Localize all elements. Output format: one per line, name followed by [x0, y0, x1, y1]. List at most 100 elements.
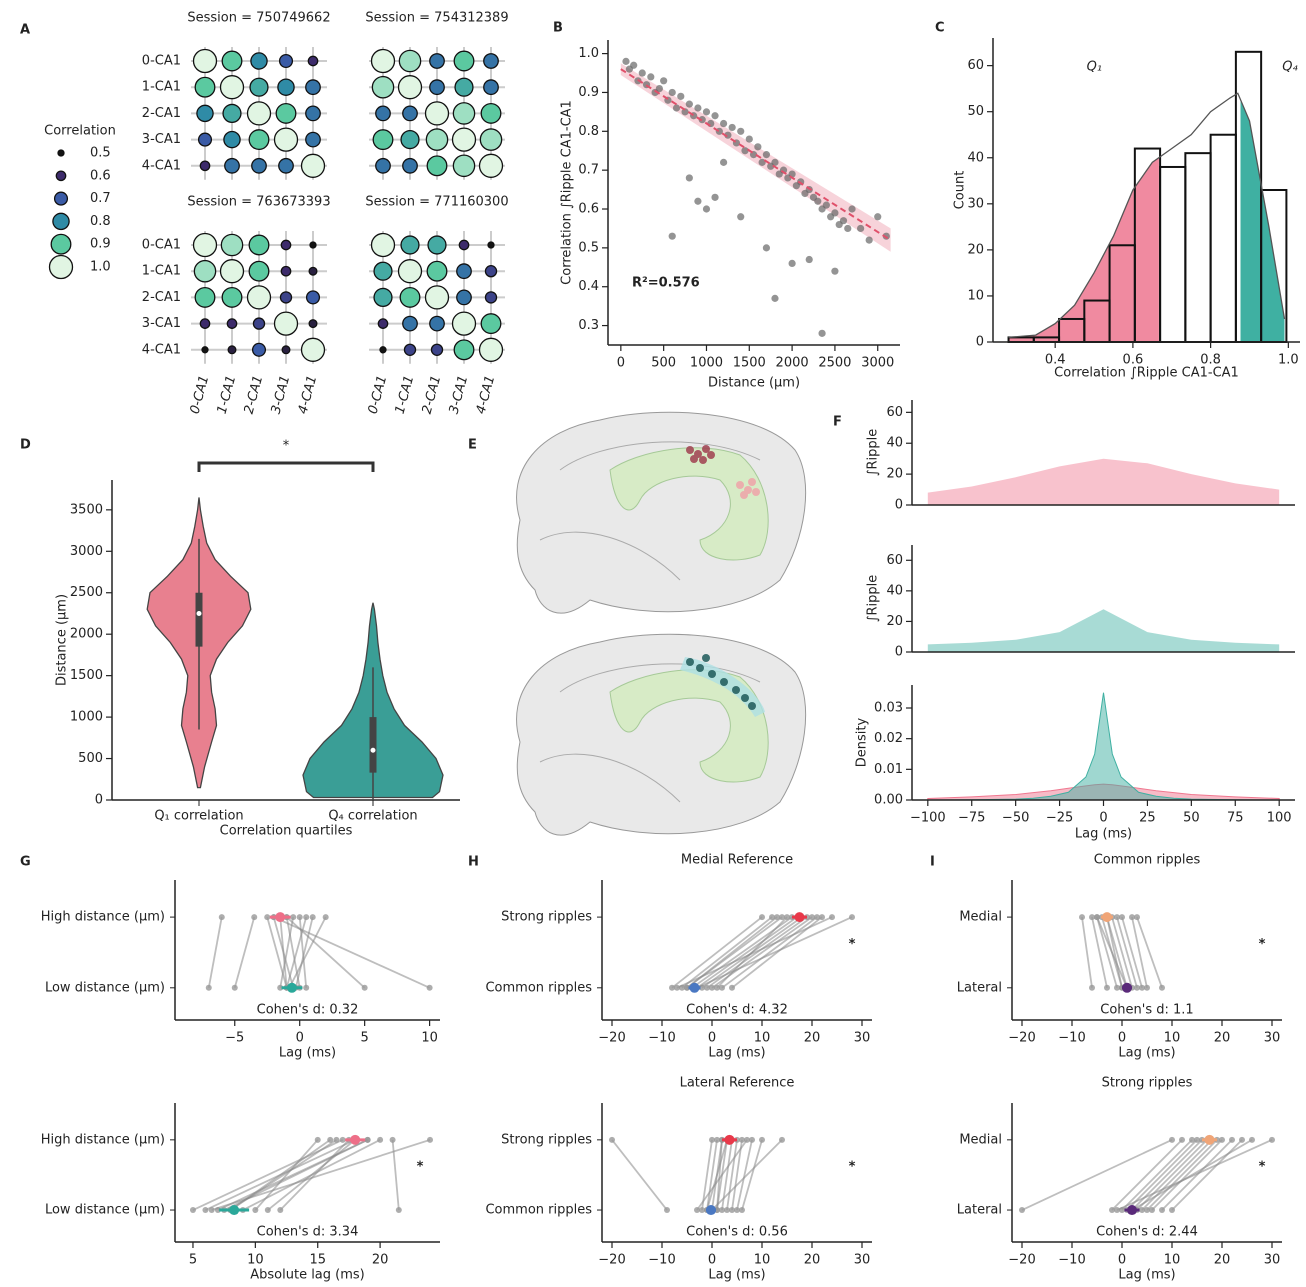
- mean-point: [275, 912, 286, 923]
- pair-line: [285, 916, 301, 988]
- panel-label: A: [20, 23, 30, 38]
- corr-dot: [252, 317, 266, 330]
- point: [685, 100, 693, 108]
- corr-dot: [308, 319, 318, 329]
- legend-label: 0.9: [90, 237, 111, 252]
- pair-line: [1136, 1139, 1208, 1211]
- x-tick-label: 10: [1164, 1253, 1181, 1268]
- y-tick-label: 0.8: [578, 124, 599, 139]
- point: [630, 61, 638, 69]
- corr-dot: [399, 286, 421, 308]
- pair-point: [309, 914, 316, 921]
- corr-dot: [429, 315, 445, 332]
- corr-dot: [426, 155, 448, 177]
- point: [702, 108, 711, 116]
- y-tick-label: 1000: [70, 710, 103, 725]
- point: [638, 69, 646, 77]
- x-tick-label: −10: [1058, 1031, 1085, 1046]
- row-label: 1-CA1: [142, 264, 181, 279]
- y-tick-label: 0.6: [578, 202, 599, 217]
- category-label: Low distance (µm): [45, 1203, 165, 1218]
- pair-line: [1136, 916, 1163, 989]
- mean-point: [286, 982, 297, 993]
- bar: [1184, 152, 1212, 343]
- pair-line: [1021, 1139, 1173, 1211]
- pair-line: [1151, 1139, 1223, 1211]
- y-tick-label: 30: [967, 196, 984, 211]
- pair-line: [279, 917, 288, 988]
- row-label: 1-CA1: [142, 80, 181, 95]
- pair-line: [1121, 916, 1143, 989]
- corr-dot: [479, 128, 503, 151]
- point: [711, 193, 719, 201]
- corr-dot: [309, 241, 317, 249]
- pair-point: [719, 984, 725, 991]
- corr-dot: [375, 157, 391, 174]
- corr-dot: [484, 291, 498, 304]
- effect-size: Cohen's d: 4.32: [686, 1003, 788, 1018]
- x-tick-label: 10: [421, 1031, 438, 1046]
- legend-label: 0.7: [90, 191, 111, 206]
- row-label: 4-CA1: [142, 342, 181, 357]
- corr-dot: [192, 232, 218, 258]
- panel-label: B: [553, 21, 563, 36]
- mean-point: [706, 1205, 716, 1216]
- pair-point: [1079, 914, 1085, 921]
- category-label: Medial: [959, 910, 1002, 925]
- y-tick-label: 10: [967, 288, 984, 303]
- col-label: 0-CA1: [188, 374, 213, 416]
- x-axis-label: Lag (ms): [279, 1046, 336, 1061]
- corr-dot: [487, 241, 495, 249]
- corr-dot: [280, 239, 292, 251]
- pair-point: [829, 914, 835, 921]
- area: [927, 692, 1280, 801]
- corr-dot: [223, 130, 241, 149]
- pair-line: [671, 916, 763, 989]
- x-tick-label: 30: [1264, 1031, 1281, 1046]
- pair-point: [714, 984, 720, 991]
- pair-point: [849, 914, 855, 921]
- y-tick-label: 0.01: [874, 762, 903, 777]
- corr-dot: [201, 346, 209, 354]
- x-tick-label: 0: [617, 356, 625, 371]
- pair-point: [361, 984, 368, 991]
- point: [754, 143, 762, 151]
- y-tick-label: 3500: [70, 502, 103, 517]
- y-tick-label: 0: [95, 793, 103, 808]
- pair-point: [699, 1207, 705, 1214]
- corr-dot: [425, 128, 449, 151]
- pair-point: [1019, 1207, 1025, 1214]
- pair-point: [205, 984, 212, 991]
- col-label: 2-CA1: [242, 374, 267, 416]
- corr-dot: [192, 48, 218, 74]
- corr-dot: [300, 337, 326, 362]
- y-axis-label: Distance (µm): [55, 594, 70, 686]
- pair-point: [1249, 1136, 1255, 1143]
- mean-point: [1204, 1134, 1215, 1145]
- x-axis-label: Correlation ∫Ripple CA1-CA1: [1054, 366, 1239, 381]
- pair-point: [779, 914, 785, 921]
- x-tick-label: −20: [1008, 1253, 1035, 1268]
- corr-dot: [281, 345, 291, 355]
- x-tick-label: 0.4: [1045, 353, 1066, 368]
- pair-point: [734, 1207, 740, 1214]
- x-tick-label: 0: [296, 1031, 304, 1046]
- pair-line: [731, 1139, 743, 1211]
- x-tick-label: −20: [598, 1031, 625, 1046]
- median: [370, 747, 376, 753]
- x-tick-label: 10: [754, 1253, 771, 1268]
- panel-label: C: [935, 21, 945, 36]
- pair-line: [1111, 1139, 1183, 1211]
- corr-dot: [251, 157, 267, 174]
- y-tick-label: 60: [886, 553, 903, 568]
- pair-point: [333, 1136, 340, 1143]
- point: [660, 77, 668, 85]
- pair-line: [1146, 1139, 1218, 1211]
- pair-line: [1081, 916, 1093, 988]
- brain-bottom: [516, 633, 807, 836]
- corr-dot: [251, 342, 267, 357]
- y-tick-label: 40: [886, 583, 903, 598]
- x-tick-label: −20: [1008, 1031, 1035, 1046]
- point: [771, 294, 779, 302]
- x-tick-label: 0: [708, 1253, 716, 1268]
